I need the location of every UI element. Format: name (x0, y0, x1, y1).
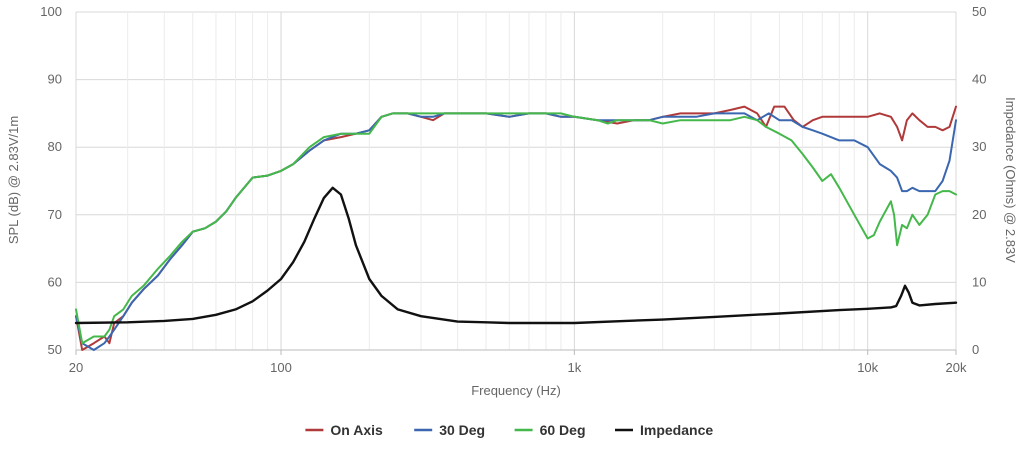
y2-tick-label: 30 (972, 139, 986, 154)
x-tick-label: 20 (69, 360, 83, 375)
legend-item-60-deg[interactable]: 60 Deg (514, 422, 586, 438)
y-tick-label: 50 (48, 342, 62, 357)
y-axis-title: SPL (dB) @ 2.83V/1m (6, 116, 21, 244)
y-tick-label: 80 (48, 139, 62, 154)
legend-label: Impedance (640, 422, 713, 438)
grid-layer (75, 11, 957, 351)
y2-tick-label: 20 (972, 207, 986, 222)
legend-label: On Axis (330, 422, 383, 438)
y2-tick-label: 50 (972, 4, 986, 19)
legend-item-30-deg[interactable]: 30 Deg (414, 422, 485, 438)
series-line-impedance (74, 186, 958, 325)
x-tick-label: 10k (857, 360, 878, 375)
y-tick-label: 60 (48, 274, 62, 289)
legend-label: 60 Deg (540, 422, 586, 438)
y-tick-label: 90 (48, 72, 62, 87)
series-line-30-deg (75, 112, 957, 351)
y2-axis-title: Impedance (Ohms) @ 2.83V (1003, 97, 1018, 263)
legend-item-on-axis[interactable]: On Axis (305, 422, 383, 438)
legend: On Axis 30 Deg 60 Deg Impedance (305, 422, 713, 438)
y2-tick-label: 0 (972, 342, 979, 357)
y-tick-label: 70 (48, 207, 62, 222)
legend-label: 30 Deg (439, 422, 485, 438)
y2-tick-label: 10 (972, 274, 986, 289)
legend-item-impedance[interactable]: Impedance (615, 422, 713, 438)
axis-layer: 20 100 1k 10k 20k 50 60 70 80 90 100 0 10 20 30 40 50 (40, 4, 986, 375)
series-line-on-axis (75, 105, 957, 351)
x-tick-label: 100 (270, 360, 292, 375)
x-tick-label: 1k (567, 360, 581, 375)
x-axis-title: Frequency (Hz) (471, 383, 561, 398)
y2-tick-label: 40 (972, 72, 986, 87)
x-tick-label: 20k (946, 360, 967, 375)
series-layer (74, 105, 958, 351)
y-tick-label: 100 (40, 4, 62, 19)
series-line-60-deg (75, 112, 957, 345)
